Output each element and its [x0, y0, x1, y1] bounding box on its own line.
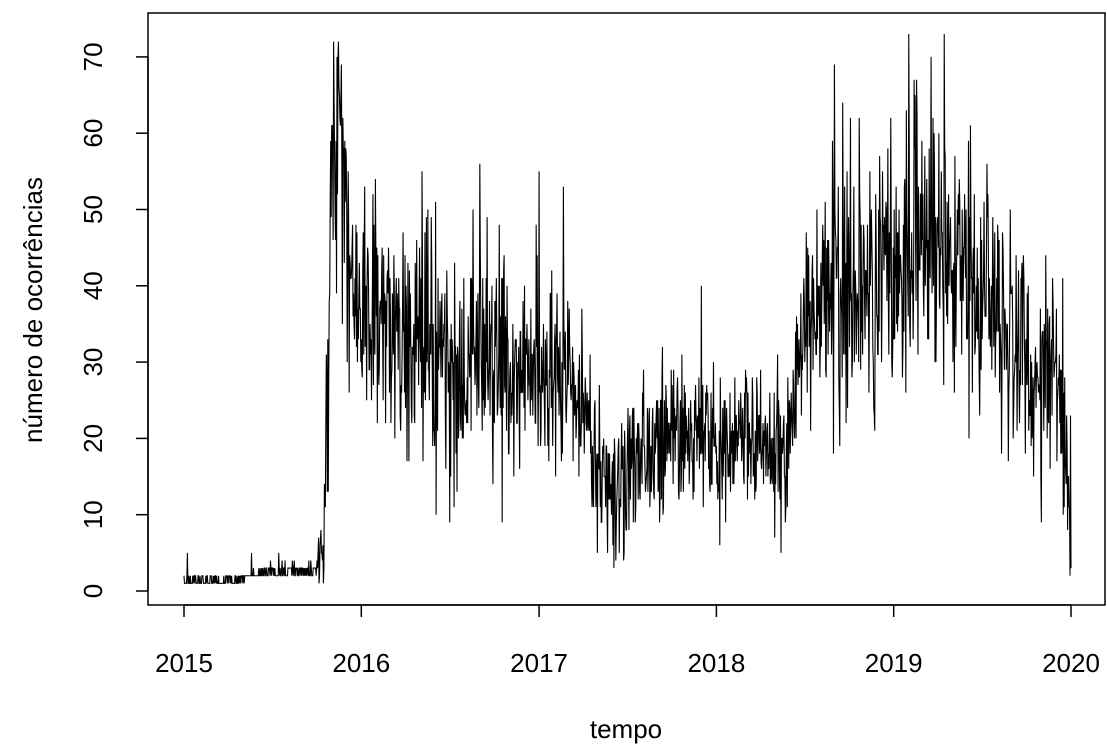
y-tick-label: 20	[78, 424, 108, 453]
y-tick-label: 30	[78, 348, 108, 377]
y-tick-label: 60	[78, 119, 108, 148]
x-tick-label: 2018	[687, 648, 745, 678]
y-tick-label: 50	[78, 195, 108, 224]
y-tick-label: 10	[78, 500, 108, 529]
y-tick-label: 70	[78, 42, 108, 71]
series-layer	[183, 33, 1072, 584]
x-axis-title: tempo	[590, 714, 662, 744]
x-tick-label: 2017	[510, 648, 568, 678]
series-line	[183, 33, 1072, 584]
y-tick-label: 0	[78, 584, 108, 598]
x-tick-label: 2015	[155, 648, 213, 678]
y-axis: 0 10 20 30 40 50 60 70	[78, 42, 149, 598]
x-tick-label: 2019	[865, 648, 923, 678]
x-tick-label: 2016	[332, 648, 390, 678]
y-axis-title: número de ocorrências	[18, 177, 48, 443]
x-axis: 2015 2016 2017 2018 2019 2020	[155, 604, 1100, 678]
x-tick-label: 2020	[1042, 648, 1100, 678]
y-tick-label: 40	[78, 271, 108, 300]
